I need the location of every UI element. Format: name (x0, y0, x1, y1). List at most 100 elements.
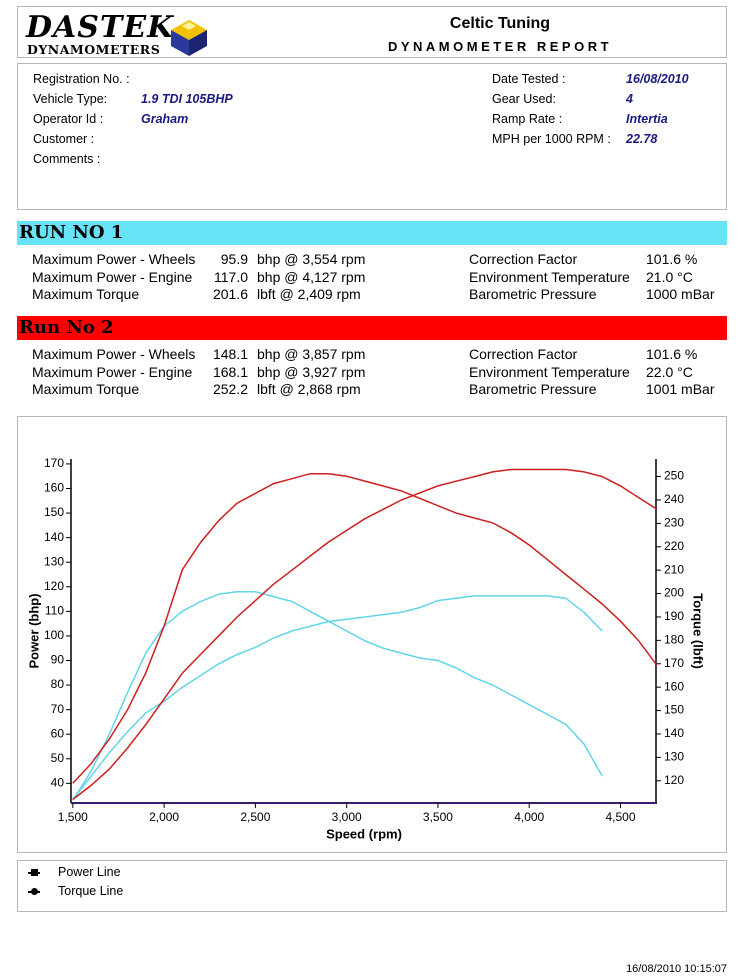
condition-label: Barometric Pressure (469, 286, 597, 302)
info-value: Intertia (626, 112, 668, 126)
y-tick-label: 70 (51, 702, 65, 716)
y-tick-label: 130 (44, 554, 64, 568)
condition-label: Environment Temperature (469, 268, 630, 285)
info-value: 4 (626, 92, 633, 106)
y-tick-label: 40 (51, 776, 65, 790)
run-header: Run No 2 (17, 316, 727, 340)
metric-unit: lbft @ 2,409 rpm (257, 286, 361, 302)
info-label: Ramp Rate : (492, 112, 563, 126)
info-value: 16/08/2010 (626, 72, 689, 86)
y2-tick-label: 200 (664, 586, 684, 600)
metric-value: 201.6 (212, 286, 248, 302)
x-axis-label: Speed (rpm) (326, 826, 402, 841)
y2-tick-label: 160 (664, 679, 684, 693)
report-title: DYNAMOMETER REPORT (387, 39, 613, 54)
y-tick-label: 50 (51, 751, 65, 765)
legend-marker (31, 869, 38, 876)
metric-unit: bhp @ 3,554 rpm (257, 251, 366, 267)
run-title: Run No 2 (19, 317, 114, 338)
x-tick-label: 4,500 (605, 810, 635, 824)
x-tick-label: 4,000 (514, 810, 544, 824)
legend-box (17, 860, 727, 912)
x-tick-label: 1,500 (58, 810, 88, 824)
y-tick-label: 160 (44, 481, 64, 495)
metric-label: Maximum Power - Wheels (32, 251, 196, 267)
run-title: RUN NO 1 (19, 222, 124, 243)
condition-label: Correction Factor (469, 251, 578, 267)
run-header: RUN NO 1 (17, 221, 727, 245)
metric-value: 95.9 (220, 251, 248, 267)
metric-value: 252.2 (212, 381, 248, 397)
y2-tick-label: 250 (664, 469, 684, 483)
metric-label: Maximum Power - Engine (32, 363, 193, 380)
footer-timestamp: 16/08/2010 10:15:07 (626, 963, 727, 975)
y2-axis-label: Torque (lbft) (691, 593, 706, 669)
info-label: Comments : (33, 152, 101, 166)
y-axis-label: Power (bhp) (26, 593, 41, 668)
metric-unit: bhp @ 3,927 rpm (257, 363, 366, 380)
logo-top: DASTEK (26, 10, 175, 45)
metric-unit: bhp @ 3,857 rpm (257, 346, 366, 362)
info-label: Vehicle Type: (33, 92, 108, 106)
logo-bottom: DYNAMOMETERS (27, 42, 161, 57)
y2-tick-label: 150 (664, 703, 684, 717)
metric-label: Maximum Torque (32, 286, 140, 302)
x-tick-label: 2,000 (149, 810, 179, 824)
y2-tick-label: 180 (664, 633, 684, 647)
y2-tick-label: 210 (664, 562, 684, 576)
condition-value: 21.0 °C (646, 268, 693, 285)
info-label: Date Tested : (492, 72, 566, 86)
info-label: Gear Used: (492, 92, 556, 106)
y2-tick-label: 190 (664, 609, 684, 623)
company: Celtic Tuning (449, 15, 551, 32)
condition-label: Barometric Pressure (469, 381, 597, 397)
y-tick-label: 170 (44, 456, 64, 470)
condition-label: Environment Temperature (469, 363, 630, 380)
metric-label: Maximum Power - Engine (32, 268, 193, 285)
y2-tick-label: 230 (664, 516, 684, 530)
y-tick-label: 90 (51, 653, 65, 667)
curve (72, 468, 658, 801)
metric-value: 148.1 (212, 346, 248, 362)
y-tick-label: 120 (44, 579, 64, 593)
curve (72, 472, 658, 784)
info-label: Operator Id : (33, 112, 104, 126)
y-tick-label: 150 (44, 505, 64, 519)
y-tick-label: 100 (44, 628, 64, 642)
y2-tick-label: 120 (664, 773, 684, 787)
x-tick-label: 3,000 (332, 810, 362, 824)
metric-unit: bhp @ 4,127 rpm (257, 268, 366, 285)
chart: 40 50 60 70 80 90 100 110 120 130 140 150 160 170 120 1… (26, 456, 706, 841)
info-box (17, 63, 727, 210)
metric-unit: lbft @ 2,868 rpm (257, 381, 361, 397)
condition-value: 22.0 °C (646, 363, 693, 380)
y2-tick-label: 140 (664, 726, 684, 740)
legend-text: Power Line (58, 865, 121, 879)
y2-tick-label: 170 (664, 656, 684, 670)
header-box (17, 6, 727, 58)
info-value: 1.9 TDI 105BHP (141, 92, 233, 106)
legend-marker (31, 888, 38, 895)
info-label: MPH per 1000 RPM : (492, 132, 611, 146)
logo-cube (171, 20, 207, 56)
info-value: Graham (141, 112, 189, 126)
y-tick-label: 60 (51, 726, 65, 740)
condition-value: 101.6 % (646, 346, 698, 362)
info-value: 22.78 (626, 132, 658, 146)
legend-text: Torque Line (58, 884, 124, 898)
condition-value: 1000 mBar (646, 286, 715, 302)
curve (72, 590, 603, 801)
condition-value: 101.6 % (646, 251, 698, 267)
condition-label: Correction Factor (469, 346, 578, 362)
x-tick-label: 3,500 (423, 810, 453, 824)
metric-value: 117.0 (214, 268, 248, 285)
y2-tick-label: 240 (664, 492, 684, 506)
x-tick-label: 2,500 (240, 810, 270, 824)
metric-label: Maximum Torque (32, 381, 140, 397)
info-label: Customer : (33, 132, 95, 146)
y-tick-label: 110 (45, 604, 64, 618)
info-label: Registration No. : (33, 72, 130, 86)
metric-value: 168.1 (212, 363, 248, 380)
y-tick-label: 80 (51, 677, 65, 691)
